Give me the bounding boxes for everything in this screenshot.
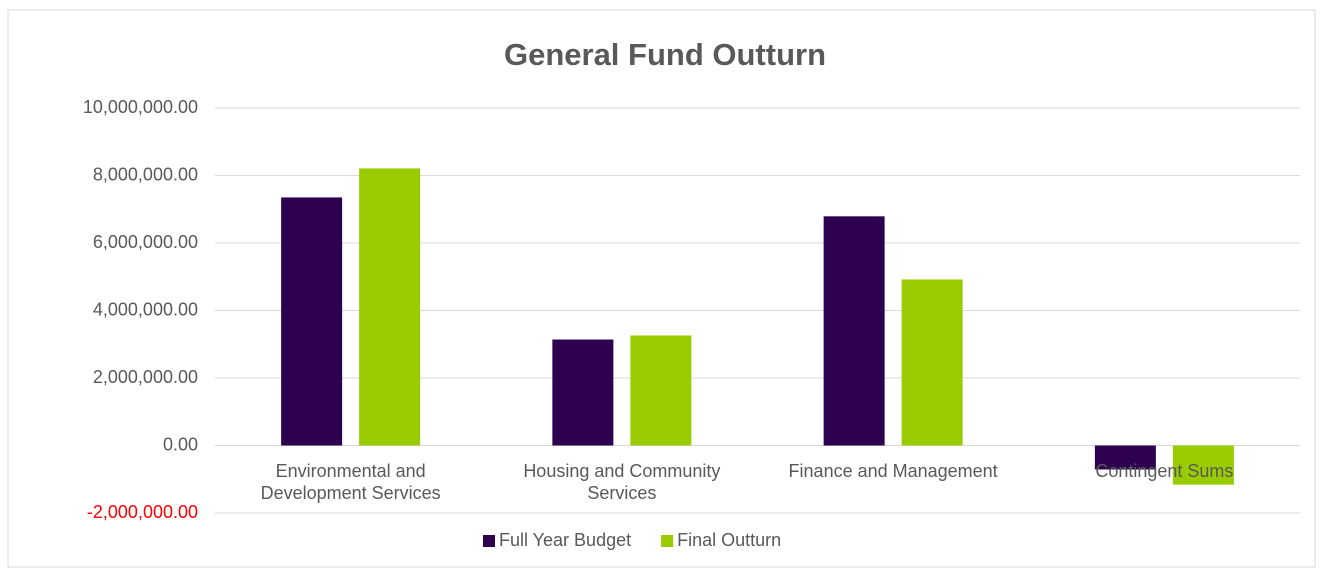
chart-border xyxy=(7,9,1316,568)
bar xyxy=(630,335,692,446)
x-tick-label: Environmental and Development Services xyxy=(260,461,441,503)
legend-label: Final Outturn xyxy=(677,530,781,550)
x-tick-label: Housing and Community Services xyxy=(523,461,721,503)
bar xyxy=(552,339,614,446)
y-tick-label: 8,000,000.00 xyxy=(93,164,198,184)
chart-title: General Fund Outturn xyxy=(504,37,826,72)
y-tick-label: 4,000,000.00 xyxy=(93,299,198,319)
x-tick-label: Finance and Management xyxy=(788,461,998,481)
legend-swatch xyxy=(661,535,674,547)
y-tick-label: 2,000,000.00 xyxy=(93,367,198,387)
y-tick-label: 0.00 xyxy=(163,434,198,454)
bar xyxy=(359,168,421,446)
bar xyxy=(281,197,343,446)
bar xyxy=(1172,445,1234,485)
x-tick-label: Contingent Sums xyxy=(1095,461,1234,481)
bar xyxy=(1094,445,1156,470)
legend-swatch xyxy=(483,535,495,547)
y-tick-label: 6,000,000.00 xyxy=(93,232,198,252)
y-tick-label: -2,000,000.00 xyxy=(87,502,198,522)
y-tick-label: 10,000,000.00 xyxy=(83,97,198,117)
bar xyxy=(901,279,963,446)
bar xyxy=(823,216,885,446)
legend-label: Full Year Budget xyxy=(499,530,631,550)
